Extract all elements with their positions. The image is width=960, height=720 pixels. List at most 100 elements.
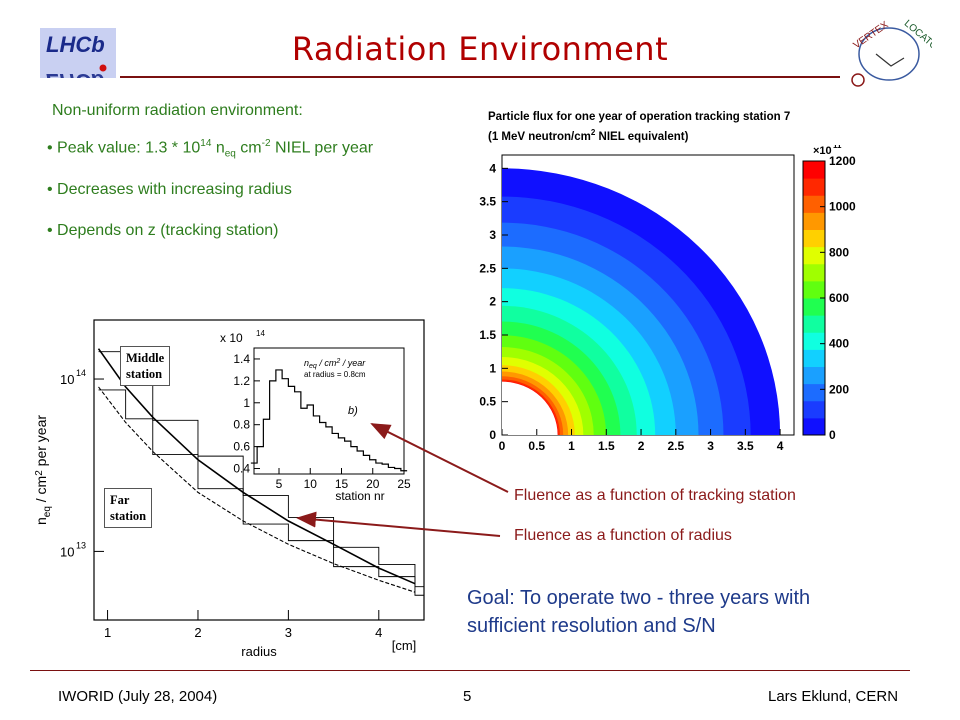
flux-caption: Particle flux for one year of operation … (488, 110, 868, 145)
inset-legend-end: / year (340, 358, 366, 368)
radius-y-label-n: n (33, 517, 49, 525)
colorbar-segment (803, 400, 825, 419)
inset-x-axis-label: station nr (335, 489, 384, 503)
radius-y-label-sub: eq (42, 506, 53, 517)
radius-y-tick-label: 10 (60, 372, 74, 387)
radius-y-label-mid: / cm (33, 476, 49, 506)
inset-y-tick-label: 0.6 (233, 440, 250, 454)
intro-text: Non-uniform radiation environment: (52, 102, 303, 119)
colorbar-segment (803, 161, 825, 179)
colorbar-segment (803, 417, 825, 436)
flux-heatmap-chart: 0 0.5 1 1.5 2 2.5 3 3.5 4 0 0.5 1 1.5 2 2.5 3 3.5 4 0 200 40… (479, 145, 856, 453)
colorbar-tick-label: 200 (829, 382, 849, 396)
far-station-label-line1: Far (110, 493, 130, 507)
heatmap-y-tick-label: 2 (489, 295, 496, 309)
radius-y-tick-exp: 13 (76, 540, 86, 550)
heatmap-y-tick-label: 3.5 (479, 195, 496, 209)
heatmap-x-tick-label: 1.5 (598, 439, 615, 453)
radius-y-tick-label: 10 (60, 544, 74, 559)
colorbar-segment (803, 366, 825, 385)
goal-line1: Goal: To operate two - three years with (467, 587, 811, 609)
colorbar-segment (803, 332, 825, 350)
heatmap-x-tick-label: 2.5 (667, 439, 684, 453)
bullet-peak-suffix: NIEL per year (270, 139, 374, 157)
colorbar-segment (803, 229, 825, 248)
goal-text: Goal: To operate two - three years with … (467, 584, 897, 640)
heatmap-x-tick-label: 0.5 (528, 439, 545, 453)
colorbar-segment (803, 178, 825, 196)
inset-y-tick-label: 0.8 (233, 418, 250, 432)
inset-y-tick-label: 0.4 (233, 462, 250, 476)
annotation-radius: Fluence as a function of radius (514, 527, 732, 544)
heatmap-x-tick-label: 1 (568, 439, 575, 453)
inset-x-tick-label: 10 (304, 477, 318, 491)
inset-y-exponent-sup: 14 (256, 329, 265, 338)
radius-y-label-end: per year (33, 415, 49, 471)
far-station-histogram (98, 389, 424, 596)
footer-rule (30, 670, 910, 671)
inset-panel-label: b) (348, 405, 358, 417)
inset-y-tick-label: 1 (243, 396, 250, 410)
middle-station-label: Middle station (120, 346, 171, 386)
inset-legend-line1: neq / cm2 / year (304, 358, 366, 370)
flux-caption-line2b: NIEL equivalent) (595, 130, 689, 143)
heatmap-y-tick-label: 4 (489, 161, 496, 175)
bullet-peak-sup2: -2 (261, 138, 271, 149)
heatmap-y-tick-label: 1 (489, 361, 496, 375)
flux-caption-line2a: (1 MeV neutron/cm (488, 130, 591, 143)
inset-frame (253, 347, 405, 475)
far-station-label: Far station (104, 488, 153, 528)
middle-station-label-line1: Middle (126, 351, 165, 365)
heatmap-x-tick-label: 3 (707, 439, 714, 453)
colorbar-segment (803, 349, 825, 367)
footer-right: Lars Eklund, CERN (768, 688, 899, 705)
inset-legend-mid: / cm (317, 358, 337, 368)
flux-caption-line1: Particle flux for one year of operation … (488, 111, 791, 123)
title-underline (120, 76, 840, 78)
flux-caption-line2-sup: 2 (590, 128, 596, 137)
colorbar-segment (803, 263, 825, 282)
annotation-tracking-station: Fluence as a function of tracking statio… (514, 487, 796, 504)
radius-x-axis-unit: [cm] (392, 638, 417, 653)
bullet-peak-prefix: • Peak value: 1.3 * 10 (47, 139, 201, 157)
goal-line2: sufficient resolution and S/N (467, 615, 716, 637)
footer-page-number: 5 (463, 688, 472, 705)
radius-y-axis-label: neq / cm2 per year (33, 415, 53, 525)
bullet-peak-mid2: cm (235, 139, 262, 157)
inset-x-tick-label: 5 (276, 477, 283, 491)
radius-x-tick-label: 1 (104, 625, 111, 640)
inset-legend-line2: at radius = 0.8cm (304, 370, 366, 379)
inset-legend-sup: 2 (335, 358, 340, 365)
heatmap-y-tick-label: 0 (489, 428, 496, 442)
inset-y-tick-label: 1.2 (233, 374, 250, 388)
heatmap-x-tick-label: 4 (777, 439, 784, 453)
heatmap-x-tick-label: 0 (499, 439, 506, 453)
bullet-peak-sub1: eq (224, 148, 236, 160)
inset-legend-n: n (304, 358, 309, 368)
bullet-tracking-station: • Depends on z (tracking station) (47, 222, 279, 239)
inset-x-tick-label: 15 (335, 477, 349, 491)
radius-x-tick-label: 2 (194, 625, 201, 640)
radius-x-axis-label: radius (241, 644, 277, 659)
inset-x-tick-label: 20 (366, 477, 380, 491)
bullet-peak-value: • Peak value: 1.3 * 1014 neq cm-2 NIEL p… (47, 138, 373, 160)
svg-text:LHCb: LHCb (46, 32, 105, 57)
bullet-peak-sup1: 14 (200, 138, 212, 149)
slide-title: Radiation Environment (291, 30, 669, 68)
colorbar-exponent: ×10 (813, 145, 832, 157)
bullet-peak-mid1: n (211, 139, 225, 157)
radius-y-label-sup: 2 (34, 470, 45, 476)
heatmap-x-tick-label: 2 (638, 439, 645, 453)
heatmap-y-tick-label: 1.5 (479, 328, 496, 342)
colorbar-segment (803, 246, 825, 265)
radius-x-tick-label: 4 (375, 625, 382, 640)
radius-x-tick-label: 3 (285, 625, 292, 640)
colorbar-tick-label: 600 (829, 291, 849, 305)
colorbar-segment (803, 195, 825, 213)
colorbar-tick-label: 1200 (829, 154, 856, 168)
colorbar-segment (803, 280, 825, 299)
middle-station-label-line2: station (126, 367, 163, 381)
inset-legend-sub: eq (309, 363, 317, 370)
colorbar-exponent-sup: 11 (833, 145, 842, 150)
colorbar-segment (803, 212, 825, 230)
